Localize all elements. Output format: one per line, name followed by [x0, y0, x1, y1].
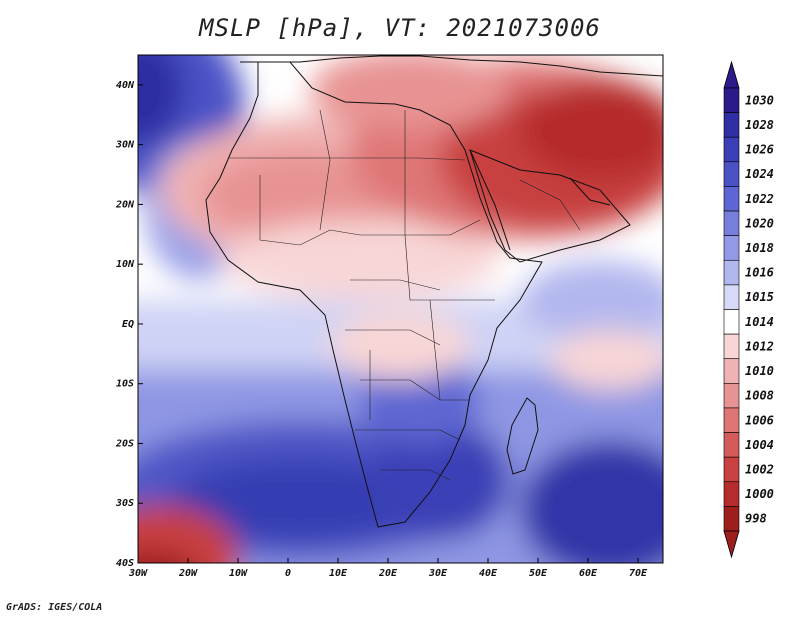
pressure-field: [138, 55, 663, 563]
colorbar-label: 1028: [745, 118, 774, 132]
map-title: MSLP [hPa], VT: 2021073006: [199, 14, 601, 42]
colorbar-swatch: [723, 481, 740, 507]
colorbar-swatch: [723, 161, 740, 187]
y-axis: 40N 30N 20N 10N EQ 10S 20S 30S 40S: [115, 80, 143, 569]
y-tick-label: 40S: [116, 558, 134, 569]
colorbar-swatch: [723, 284, 740, 310]
colorbar-label: 1004: [745, 438, 774, 452]
x-tick-label: 0: [285, 568, 291, 579]
colorbar-label: 1020: [745, 216, 774, 230]
colorbar-swatch: [723, 456, 740, 483]
x-tick-label: 60E: [579, 568, 598, 579]
colorbar-bottom-arrow: [723, 530, 740, 559]
colorbar-label: 1008: [745, 389, 774, 403]
colorbar-swatch: [723, 112, 740, 138]
colorbar-swatch: [723, 235, 740, 261]
colorbar-label: 1014: [745, 315, 774, 329]
x-tick-label: 20E: [378, 568, 398, 579]
colorbar-label: 1018: [745, 241, 774, 255]
colorbar: 1030 1028 1026 1024 1022 1020 1018 1016 1015 1014…: [723, 60, 774, 559]
y-tick-label: 40N: [116, 80, 135, 91]
arabia-coastline: [469, 149, 631, 263]
persian-gulf: [569, 177, 611, 206]
y-tick-label: 20N: [115, 199, 135, 210]
credit-label: GrADS: IGES/COLA: [6, 602, 103, 613]
madagascar-coastline: [506, 397, 539, 475]
colorbar-swatch: [723, 383, 740, 409]
colorbar-label: 1002: [745, 462, 774, 476]
country-borders: [228, 109, 581, 481]
y-tick-label: 10N: [116, 259, 135, 270]
colorbar-swatch: [723, 506, 740, 532]
coastlines: [205, 55, 663, 528]
colorbar-label: 1006: [745, 413, 774, 427]
colorbar-label: 1024: [745, 167, 774, 181]
y-tick-label: 30N: [115, 140, 135, 151]
x-tick-label: 50E: [529, 568, 548, 579]
colorbar-swatch: [723, 210, 740, 236]
colorbar-swatch: [723, 259, 740, 286]
colorbar-swatch: [723, 309, 740, 335]
x-tick-label: 70E: [629, 568, 648, 579]
y-tick-label: 10S: [116, 379, 134, 390]
colorbar-label: 998: [745, 512, 767, 526]
europe-coastline: [240, 55, 663, 77]
colorbar-swatch: [723, 407, 740, 433]
colorbar-label: 1015: [745, 290, 774, 304]
red-sea: [469, 149, 511, 251]
colorbar-label: 1010: [745, 364, 774, 378]
colorbar-swatch: [723, 186, 740, 212]
x-tick-label: 10W: [229, 568, 248, 579]
y-tick-label: EQ: [122, 319, 134, 330]
colorbar-swatch: [723, 333, 740, 360]
colorbar-top-arrow: [723, 60, 740, 89]
colorbar-label: 1016: [745, 266, 774, 280]
x-tick-label: 20W: [178, 568, 198, 579]
colorbar-swatch: [723, 87, 740, 113]
x-axis: 30W 20W 10W 0 10E 20E 30E 40E 50E 60E 70E: [128, 558, 648, 579]
colorbar-swatch: [723, 358, 740, 384]
colorbar-label: 1026: [745, 143, 774, 157]
plot-frame: [137, 54, 664, 564]
colorbar-swatch: [723, 136, 740, 163]
colorbar-label: 1030: [745, 93, 774, 107]
africa-coastline: [205, 61, 543, 528]
x-tick-label: 10E: [329, 568, 348, 579]
colorbar-label: 1022: [745, 192, 774, 206]
x-tick-label: 40E: [479, 568, 498, 579]
colorbar-swatch: [723, 432, 740, 458]
y-tick-label: 30S: [115, 498, 134, 509]
colorbar-label: 1000: [745, 487, 774, 501]
x-tick-label: 30E: [428, 568, 448, 579]
colorbar-label: 1012: [745, 339, 774, 353]
y-tick-label: 20S: [115, 438, 134, 449]
x-tick-label: 30W: [128, 568, 148, 579]
